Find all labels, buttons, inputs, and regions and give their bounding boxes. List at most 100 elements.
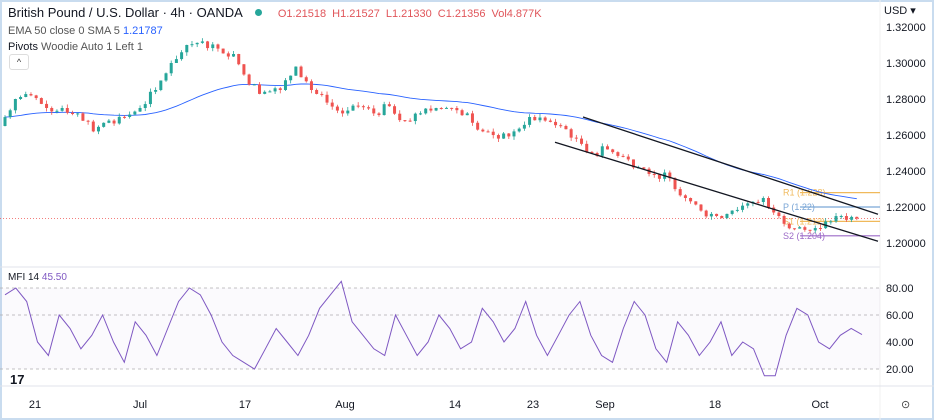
candle-body	[211, 44, 215, 49]
candle-body	[533, 117, 537, 121]
candle-body	[60, 108, 64, 111]
candle-body	[13, 99, 17, 111]
ema-label: EMA 50 close 0 SMA 5	[8, 25, 120, 37]
candle-body	[616, 152, 620, 156]
candle-body	[174, 59, 178, 63]
candle-body	[361, 106, 365, 108]
candle-body	[148, 91, 152, 105]
candle-body	[850, 216, 854, 220]
candle-body	[377, 113, 381, 116]
candle-body	[491, 131, 495, 136]
symbol-title[interactable]: British Pound / U.S. Dollar · 4h · OANDA	[8, 5, 243, 20]
candle-body	[107, 120, 111, 123]
candle-body	[24, 94, 28, 97]
candle-body	[699, 204, 703, 211]
candle-body	[351, 105, 355, 111]
candle-body	[839, 216, 843, 217]
candle-body	[216, 44, 220, 49]
candle-body	[86, 120, 90, 122]
candle-body	[283, 80, 287, 90]
candle-body	[538, 117, 542, 121]
mfi-legend[interactable]: MFI 14 45.50	[8, 272, 67, 283]
candle-body	[387, 104, 391, 107]
candle-body	[434, 108, 438, 111]
candle-body	[330, 102, 334, 107]
settings-icon[interactable]: ⊙	[901, 399, 911, 411]
candle-body	[657, 174, 661, 179]
candle-body	[309, 81, 313, 90]
candle-body	[356, 105, 360, 107]
candle-body	[237, 54, 241, 65]
candle-body	[460, 110, 464, 116]
candle-body	[252, 84, 256, 86]
candle-body	[45, 103, 49, 108]
candle-body	[419, 113, 423, 115]
candle-body	[34, 95, 38, 99]
candle-body	[476, 122, 480, 130]
candle-body	[19, 96, 23, 99]
candle-body	[424, 108, 428, 114]
pivot-label: S2 (1.204)	[783, 231, 825, 241]
mfi-tick-label: 40.00	[886, 337, 914, 349]
candle-body	[507, 133, 511, 137]
candle-body	[278, 88, 282, 90]
mfi-tick-label: 60.00	[886, 310, 914, 322]
candle-body	[621, 155, 625, 157]
candle-body	[299, 66, 303, 78]
time-tick-label: 21	[29, 399, 41, 411]
candle-body	[481, 129, 485, 132]
pivots-legend[interactable]: Pivots Woodie Auto 1 Left 1	[8, 41, 143, 53]
candle-body	[834, 216, 838, 222]
candle-body	[585, 143, 589, 152]
candle-body	[169, 63, 173, 74]
time-tick-label: 18	[709, 399, 721, 411]
candle-body	[164, 73, 168, 81]
candle-body	[735, 209, 739, 211]
mfi-value: 45.50	[41, 272, 67, 283]
close-value: C1.21356	[437, 8, 486, 20]
high-value: H1.21527	[332, 8, 380, 20]
candle-body	[704, 210, 708, 217]
ema-legend[interactable]: EMA 50 close 0 SMA 5 1.21787	[8, 25, 163, 37]
price-tick-label: 1.28000	[886, 94, 926, 106]
time-tick-label: 14	[449, 399, 461, 411]
candle-body	[128, 114, 132, 117]
candle-body	[746, 203, 750, 206]
candle-body	[844, 216, 848, 220]
candle-body	[325, 94, 329, 103]
candle-body	[782, 216, 786, 224]
currency-selector[interactable]: USD ▾	[884, 5, 916, 17]
candle-body	[226, 53, 230, 57]
pivots-label: Pivots	[8, 41, 38, 53]
candle-body	[180, 52, 184, 60]
candle-body	[673, 178, 677, 190]
candle-body	[346, 110, 350, 114]
candle-body	[185, 45, 189, 53]
candle-body	[678, 189, 682, 196]
candle-body	[39, 98, 43, 104]
candle-body	[512, 131, 516, 137]
candle-body	[294, 66, 298, 76]
symbol-legend: British Pound / U.S. Dollar · 4h · OANDA…	[8, 5, 542, 20]
price-tick-label: 1.30000	[886, 58, 926, 70]
candle-body	[403, 120, 407, 122]
collapse-legend-button[interactable]: ^	[9, 54, 29, 70]
candle-body	[631, 159, 635, 168]
candle-body	[720, 216, 724, 218]
candle-body	[195, 42, 199, 45]
candle-body	[71, 112, 75, 115]
time-tick-label: Aug	[335, 399, 355, 411]
candle-body	[133, 111, 137, 115]
tradingview-logo[interactable]: 17	[10, 372, 25, 387]
pivot-label: P (1.22)	[783, 202, 815, 212]
candle-body	[522, 124, 526, 129]
candle-body	[803, 227, 807, 230]
candle-body	[564, 126, 568, 130]
candle-body	[652, 173, 656, 175]
candle-body	[709, 213, 713, 217]
candle-body	[798, 227, 802, 229]
candle-body	[200, 41, 204, 43]
candle-body	[335, 106, 339, 111]
candle-body	[502, 133, 506, 139]
